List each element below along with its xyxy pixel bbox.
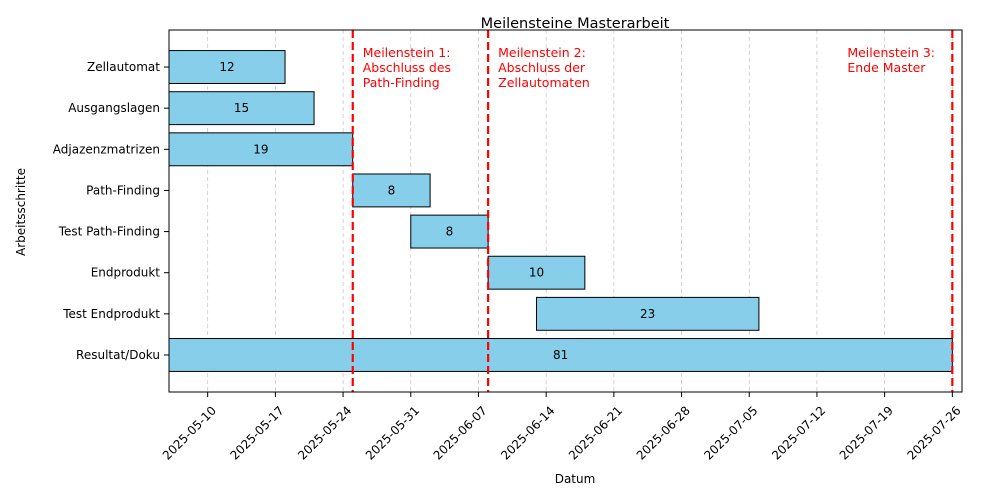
y-tick-label: Test Endprodukt — [62, 307, 160, 321]
bar-duration-label: 81 — [553, 348, 568, 362]
task-bar — [410, 214, 489, 249]
x-tick-label: 2025-05-24 — [295, 403, 354, 462]
y-axis-ticks: Zellautomat Ausgangslagen Adjazenzmatrizen… — [53, 60, 169, 362]
y-tick-label: Resultat/Doku — [76, 348, 160, 362]
y-tick-label: Path-Finding — [86, 183, 160, 197]
bar-duration-label: 10 — [529, 266, 544, 280]
x-tick-label: 2025-05-10 — [160, 403, 219, 462]
x-tick-label: 2025-07-26 — [904, 403, 963, 462]
x-tick-label: 2025-06-07 — [431, 403, 490, 462]
bar-duration-label: 8 — [446, 225, 454, 239]
task-bar — [168, 50, 286, 84]
bar-duration-label: 19 — [253, 142, 268, 156]
milestone-label: Meilenstein 3: — [847, 45, 935, 60]
x-axis-label: Datum — [555, 472, 596, 486]
y-tick-label: Zellautomat — [87, 60, 160, 74]
task-bar — [168, 338, 953, 372]
x-tick-label: 2025-06-14 — [498, 403, 557, 462]
y-tick-label: Ausgangslagen — [68, 101, 160, 115]
x-tick-label: 2025-05-31 — [363, 403, 422, 462]
milestone-label: Abschluss des — [363, 60, 451, 75]
x-tick-label: 2025-07-05 — [701, 403, 760, 462]
x-tick-label: 2025-06-21 — [566, 403, 625, 462]
x-tick-label: 2025-06-28 — [634, 403, 693, 462]
milestone-label: Abschluss der — [498, 60, 586, 75]
x-tick-label: 2025-07-12 — [769, 403, 828, 462]
task-bar — [168, 91, 315, 126]
milestone-label: Ende Master — [847, 60, 926, 75]
plot-area-frame — [168, 29, 963, 393]
x-tick-label: 2025-07-19 — [837, 403, 896, 462]
bar-duration-label: 12 — [219, 60, 234, 74]
y-tick-label: Test Path-Finding — [58, 225, 160, 239]
milestone-label: Meilenstein 1: — [363, 45, 451, 60]
bar-duration-label: 8 — [388, 183, 396, 197]
bar-duration-label: 15 — [234, 101, 249, 115]
bar-duration-label: 23 — [640, 307, 655, 321]
y-tick-label: Endprodukt — [91, 266, 161, 280]
task-bars: 12 15 19 8 8 10 23 81 — [168, 50, 953, 372]
milestone-label: Meilenstein 2: — [498, 45, 586, 60]
milestone-label: Zellautomaten — [498, 75, 590, 90]
chart-title: Meilensteine Masterarbeit — [481, 16, 670, 32]
y-tick-label: Adjazenzmatrizen — [53, 142, 160, 156]
milestone-label: Path-Finding — [363, 75, 440, 90]
y-axis-label: Arbeitsschritte — [14, 168, 28, 256]
x-tick-label: 2025-05-17 — [227, 403, 286, 462]
x-axis-ticks: 2025-05-10 2025-05-17 2025-05-24 2025-05-31… — [160, 392, 964, 463]
task-bar — [535, 296, 760, 331]
